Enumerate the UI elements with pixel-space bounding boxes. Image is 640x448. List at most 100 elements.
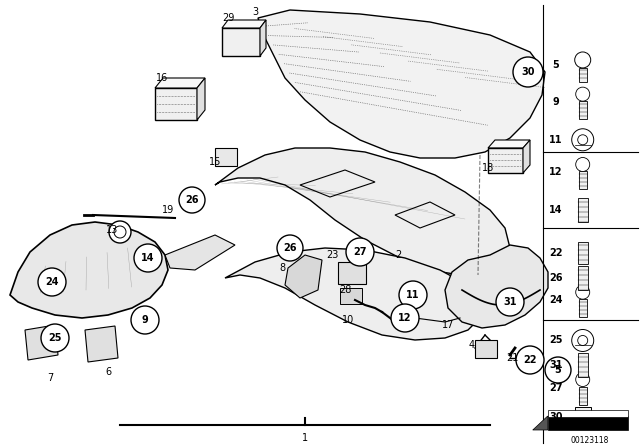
Polygon shape: [532, 416, 548, 430]
Polygon shape: [222, 20, 266, 28]
Polygon shape: [215, 148, 510, 275]
Text: 19: 19: [162, 205, 174, 215]
Polygon shape: [197, 78, 205, 120]
Circle shape: [399, 281, 427, 309]
Text: 26: 26: [284, 243, 297, 253]
Circle shape: [134, 244, 162, 272]
FancyBboxPatch shape: [488, 148, 523, 173]
Text: 12: 12: [398, 313, 412, 323]
FancyBboxPatch shape: [578, 242, 588, 264]
FancyBboxPatch shape: [548, 416, 628, 430]
Text: 24: 24: [45, 277, 59, 287]
FancyBboxPatch shape: [579, 101, 587, 119]
Text: 25: 25: [549, 336, 563, 345]
Circle shape: [38, 268, 66, 296]
Text: 29: 29: [222, 13, 234, 23]
Circle shape: [109, 221, 131, 243]
Polygon shape: [285, 255, 322, 298]
Text: 11: 11: [549, 135, 563, 145]
Text: 17: 17: [442, 320, 454, 330]
Text: 23: 23: [326, 250, 338, 260]
Text: 16: 16: [156, 73, 168, 83]
Polygon shape: [488, 140, 530, 148]
Polygon shape: [260, 20, 266, 56]
Text: 27: 27: [353, 247, 367, 257]
FancyBboxPatch shape: [215, 148, 237, 166]
Text: 30: 30: [549, 412, 563, 422]
Text: 28: 28: [339, 285, 351, 295]
FancyBboxPatch shape: [579, 68, 587, 82]
Text: 12: 12: [549, 168, 563, 177]
Text: 27: 27: [549, 383, 563, 392]
Circle shape: [572, 129, 594, 151]
Circle shape: [575, 52, 591, 68]
FancyBboxPatch shape: [578, 353, 588, 377]
FancyBboxPatch shape: [579, 172, 587, 190]
FancyBboxPatch shape: [579, 299, 587, 317]
Text: 31: 31: [549, 360, 563, 370]
FancyBboxPatch shape: [548, 410, 628, 417]
Polygon shape: [10, 222, 168, 318]
Text: 2: 2: [395, 250, 401, 260]
Text: 5: 5: [552, 60, 559, 70]
Text: 1: 1: [302, 433, 308, 443]
Circle shape: [179, 187, 205, 213]
FancyBboxPatch shape: [222, 28, 260, 56]
Text: 21: 21: [506, 353, 518, 363]
Text: 7: 7: [47, 373, 53, 383]
FancyBboxPatch shape: [578, 198, 588, 222]
Text: 3: 3: [252, 7, 258, 17]
Circle shape: [496, 288, 524, 316]
Polygon shape: [258, 10, 545, 158]
FancyBboxPatch shape: [155, 88, 197, 120]
Circle shape: [41, 324, 69, 352]
Text: 14: 14: [141, 253, 155, 263]
Circle shape: [346, 238, 374, 266]
FancyBboxPatch shape: [340, 288, 362, 304]
Circle shape: [277, 235, 303, 261]
FancyBboxPatch shape: [579, 387, 587, 405]
Circle shape: [516, 346, 544, 374]
FancyBboxPatch shape: [475, 340, 497, 358]
Text: 24: 24: [549, 295, 563, 305]
FancyBboxPatch shape: [338, 262, 366, 284]
Polygon shape: [523, 140, 530, 173]
Polygon shape: [85, 326, 118, 362]
Circle shape: [576, 158, 589, 172]
Circle shape: [545, 357, 571, 383]
Circle shape: [576, 285, 589, 299]
Polygon shape: [155, 78, 205, 88]
Circle shape: [572, 329, 594, 352]
Text: 18: 18: [482, 163, 494, 173]
FancyBboxPatch shape: [578, 266, 588, 290]
Polygon shape: [25, 325, 58, 360]
Polygon shape: [165, 235, 235, 270]
Text: 15: 15: [209, 157, 221, 167]
Text: 22: 22: [549, 248, 563, 258]
Circle shape: [131, 306, 159, 334]
Text: 22: 22: [524, 355, 537, 365]
Text: 13: 13: [106, 225, 118, 235]
Circle shape: [576, 373, 589, 387]
Text: 9: 9: [552, 97, 559, 107]
Circle shape: [576, 87, 589, 101]
Text: 11: 11: [406, 290, 420, 300]
FancyBboxPatch shape: [575, 407, 591, 426]
Text: 31: 31: [503, 297, 516, 307]
Text: 6: 6: [105, 367, 111, 377]
Text: 14: 14: [549, 205, 563, 215]
Text: 00123118: 00123118: [570, 435, 609, 444]
Circle shape: [391, 304, 419, 332]
Text: 4: 4: [469, 340, 475, 350]
Text: 10: 10: [342, 315, 354, 325]
Polygon shape: [225, 248, 482, 340]
Text: 9: 9: [141, 315, 148, 325]
Text: 26: 26: [185, 195, 199, 205]
Text: 5: 5: [555, 365, 561, 375]
Text: 30: 30: [521, 67, 535, 77]
Text: 25: 25: [48, 333, 61, 343]
Text: 26: 26: [549, 273, 563, 283]
Text: 8: 8: [279, 263, 285, 273]
Polygon shape: [445, 245, 548, 328]
Circle shape: [513, 57, 543, 87]
